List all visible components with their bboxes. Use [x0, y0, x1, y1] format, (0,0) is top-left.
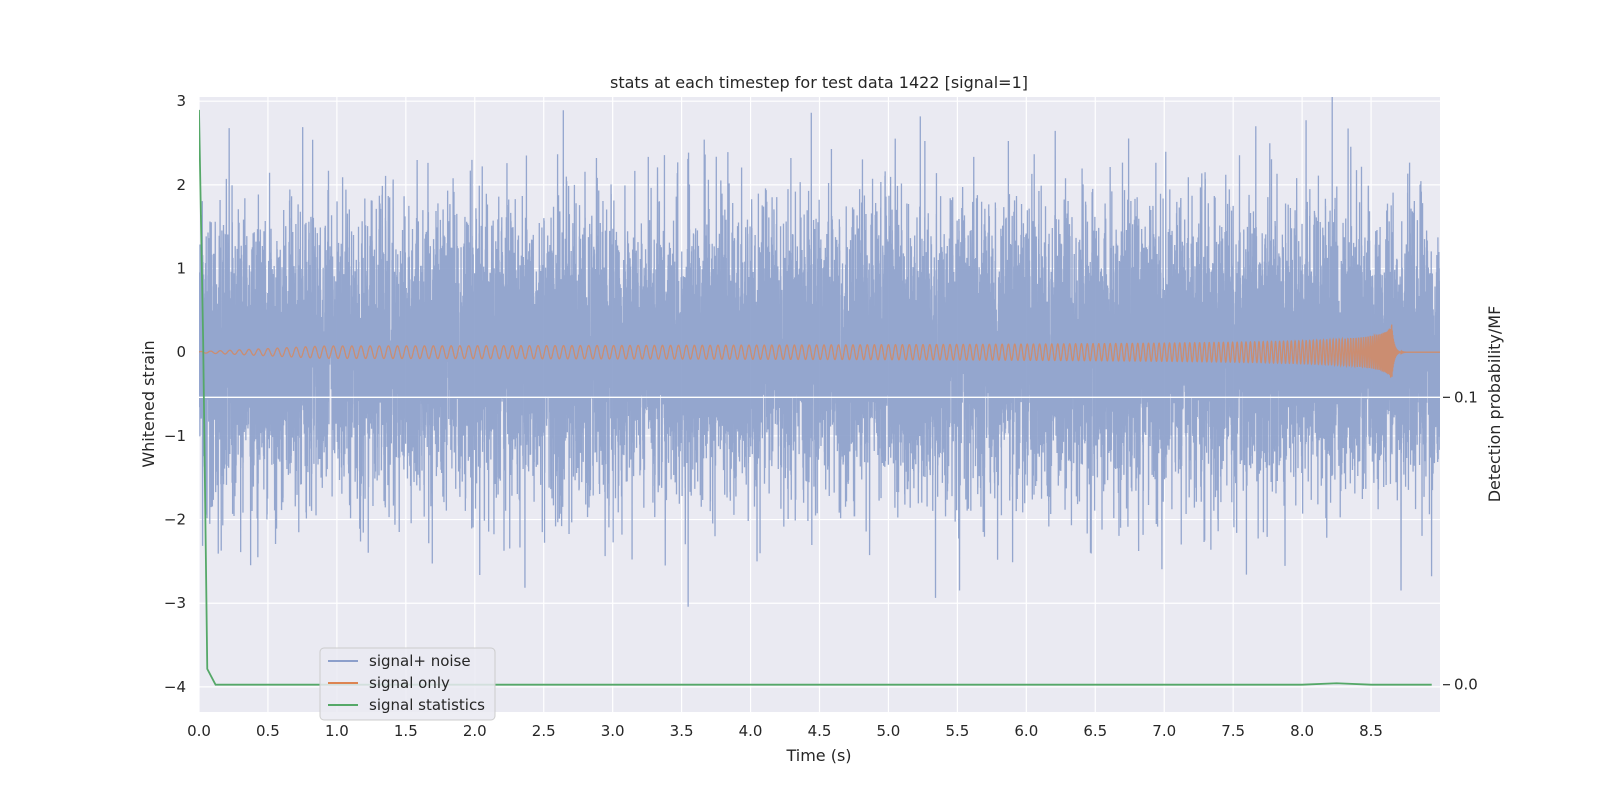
- x-tick-label: 7.5: [1221, 722, 1245, 740]
- legend-label-noise: signal+ noise: [369, 652, 471, 670]
- x-tick-label: 0.0: [187, 722, 211, 740]
- y2-axis-ticks: 0.1 0.0: [1443, 388, 1478, 694]
- series-layer: [199, 97, 1440, 686]
- y-tick-label: 2: [176, 176, 186, 194]
- y-tick-label: −4: [164, 678, 186, 696]
- x-tick-label: 8.0: [1290, 722, 1314, 740]
- y-tick-label: −3: [164, 594, 186, 612]
- series-signal-noise: [199, 97, 1440, 607]
- x-tick-label: 1.0: [325, 722, 349, 740]
- y-tick-label: −2: [164, 511, 186, 529]
- y-axis-title: Whitened strain: [139, 340, 158, 467]
- y2-tick-label: 0.0: [1454, 676, 1478, 694]
- series-signal-statistics: [199, 109, 1432, 686]
- x-tick-label: 0.5: [256, 722, 280, 740]
- x-tick-label: 6.5: [1083, 722, 1107, 740]
- y-tick-label: 3: [176, 92, 186, 110]
- series-signal-only: [199, 324, 1440, 378]
- y-tick-label: −1: [164, 427, 186, 445]
- y2-tick-label: 0.1: [1454, 388, 1478, 406]
- x-tick-label: 1.5: [394, 722, 418, 740]
- x-tick-label: 6.0: [1014, 722, 1038, 740]
- y-tick-label: 0: [176, 343, 186, 361]
- legend-label-stats: signal statistics: [369, 696, 485, 714]
- y-tick-label: 1: [176, 260, 186, 278]
- x-tick-label: 4.0: [739, 722, 763, 740]
- y2-axis-title: Detection probability/MF: [1485, 306, 1504, 503]
- chart-title: stats at each timestep for test data 142…: [610, 73, 1028, 92]
- x-tick-label: 5.5: [945, 722, 969, 740]
- x-tick-label: 7.0: [1152, 722, 1176, 740]
- x-tick-label: 3.0: [601, 722, 625, 740]
- legend-label-signal: signal only: [369, 674, 450, 692]
- x-axis-ticks: 0.0 0.5 1.0 1.5 2.0 2.5 3.0 3.5 4.0 4.5 5.0 5.5 6.0 6…: [187, 722, 1383, 740]
- legend: signal+ noise signal only signal statist…: [319, 647, 496, 721]
- x-tick-label: 2.0: [463, 722, 487, 740]
- x-axis-title: Time (s): [785, 746, 851, 765]
- y-axis-ticks: 3 2 1 0 −1 −2 −3 −4: [164, 92, 186, 696]
- x-tick-label: 3.5: [670, 722, 694, 740]
- x-tick-label: 2.5: [532, 722, 556, 740]
- x-tick-label: 4.5: [808, 722, 832, 740]
- x-tick-label: 8.5: [1359, 722, 1383, 740]
- legend-box: [319, 647, 496, 721]
- x-tick-label: 5.0: [877, 722, 901, 740]
